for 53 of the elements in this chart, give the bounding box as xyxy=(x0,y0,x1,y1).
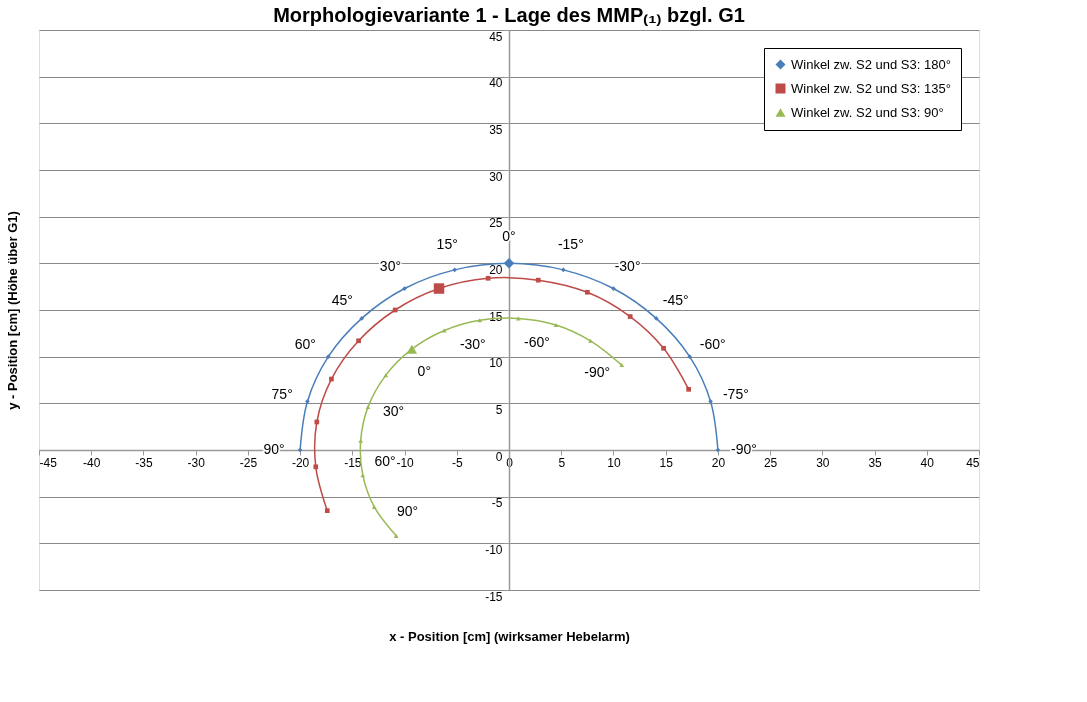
x-tick-label: 5 xyxy=(558,455,566,470)
annotation: 75° xyxy=(271,386,293,403)
y-tick-label: 5 xyxy=(495,402,503,417)
y-tick-label: -15 xyxy=(485,589,503,604)
x-tick-label: -10 xyxy=(396,455,415,470)
x-tick-label: 25 xyxy=(763,455,778,470)
legend-label: Winkel zw. S2 und S3: 90° xyxy=(791,104,944,120)
annotation: -90° xyxy=(584,364,611,381)
annotation: 60° xyxy=(374,452,396,469)
y-tick-label: 30 xyxy=(489,169,503,184)
annotation: 60° xyxy=(294,335,316,352)
x-tick-label: 15 xyxy=(659,455,674,470)
y-tick-label: -5 xyxy=(491,496,503,511)
x-tick-label: -40 xyxy=(83,455,101,470)
annotation: 15° xyxy=(436,235,458,252)
x-tick-label: 30 xyxy=(816,455,830,470)
y-tick-label: 45 xyxy=(489,29,503,44)
chart-title: Morphologievariante 1 - Lage des MMP₍₁₎ bzgl. G1 xyxy=(273,3,745,26)
x-tick-label: 40 xyxy=(920,455,935,470)
x-tick-label: 10 xyxy=(607,455,621,470)
x-axis-title: x - Position [cm] (wirksamer Hebelarm) xyxy=(389,628,630,644)
x-tick-label: -15 xyxy=(344,455,362,470)
annotation: 90° xyxy=(396,503,419,520)
y-tick-label: 20 xyxy=(489,262,503,277)
annotation: 0° xyxy=(502,228,516,245)
y-tick-label: 10 xyxy=(489,356,503,371)
annotation: -30° xyxy=(459,336,486,353)
x-tick-label: -20 xyxy=(291,455,310,470)
x-tick-label: 20 xyxy=(711,455,726,470)
y-axis-title: y - Position [cm] (Höhe über G1) xyxy=(4,211,20,410)
x-tick-label: -25 xyxy=(239,455,258,470)
annotation: -15° xyxy=(557,235,584,252)
annotation: -60° xyxy=(699,335,726,352)
y-tick-label: 35 xyxy=(489,122,503,137)
y-tick-label: 40 xyxy=(489,76,503,91)
legend-label: Winkel zw. S2 und S3: 135° xyxy=(791,80,951,96)
x-tick-label: 35 xyxy=(868,455,883,470)
y-tick-label: 25 xyxy=(489,216,503,231)
annotation: -75° xyxy=(722,386,749,403)
x-tick-label: -45 xyxy=(39,455,58,470)
legend-label: Winkel zw. S2 und S3: 180° xyxy=(791,56,951,72)
annotation: -60° xyxy=(524,333,550,350)
annotation: -45° xyxy=(662,292,689,309)
annotation: 45° xyxy=(331,292,353,309)
x-tick-label: -35 xyxy=(135,455,153,470)
y-tick-label: -10 xyxy=(485,542,503,557)
x-tick-label: -30 xyxy=(187,455,206,470)
annotation: 0° xyxy=(417,363,432,380)
annotation: 90° xyxy=(263,441,285,457)
x-tick-label: -5 xyxy=(451,455,463,470)
annotation: 30° xyxy=(383,402,405,419)
annotation: -90° xyxy=(730,441,757,457)
x-tick-label: 45 xyxy=(966,455,980,470)
